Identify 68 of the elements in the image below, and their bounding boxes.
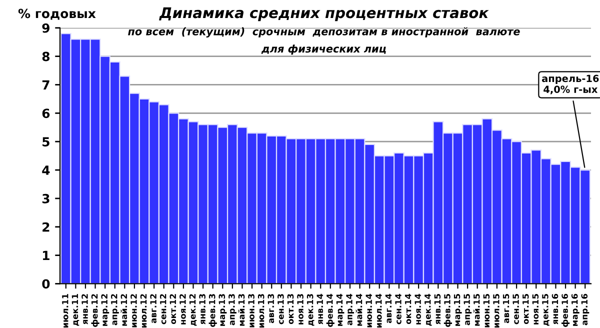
y-tick-label: 4 [42, 166, 50, 175]
x-tick-label: мар.12 [101, 294, 110, 326]
x-tick-label: май.13 [238, 294, 245, 326]
x-tick-label: фев.12 [91, 294, 100, 327]
text: по всем (текущим) срочным депозитам в иностранной валюте для физических лиц [128, 27, 520, 55]
y-tick-label: 5 [42, 137, 50, 147]
x-tick-label: май.12 [120, 294, 128, 326]
x-tick-label: фев.16 [561, 294, 570, 327]
x-tick-label: июл.11 [62, 294, 68, 328]
y-tick-label: 6 [42, 108, 50, 118]
x-tick-label: мар.14 [336, 294, 344, 326]
x-tick-label: фев.15 [444, 294, 452, 327]
x-tick-label: июн.12 [130, 294, 137, 328]
x-tick-label: ноя.13 [297, 294, 304, 324]
x-tick-label: апр.15 [464, 294, 472, 326]
x-tick-label: сен.12 [160, 294, 166, 324]
x-tick-label: апр.14 [346, 294, 354, 326]
chart-title: Динамика средних процентных ставок [159, 7, 489, 22]
y-tick-label: 0 [42, 279, 50, 289]
x-tick-label: апр.12 [110, 294, 119, 326]
x-tick-label: янв.15 [434, 294, 441, 324]
x-tick-label: дек.12 [189, 294, 197, 326]
x-tick-label: июл.12 [140, 294, 147, 328]
x-tick-label: сен.14 [395, 294, 402, 324]
x-tick-label: фев.14 [326, 294, 334, 327]
x-tick-label: июн.14 [366, 294, 372, 328]
x-tick-label: апр.16 [581, 294, 590, 326]
x-tick-label: ноя.12 [180, 294, 186, 324]
x-tick-label: авг.13 [268, 294, 274, 324]
x-tick-label: май.14 [356, 294, 362, 326]
x-tick-label: янв.14 [316, 294, 323, 324]
y-tick-label: 1 [42, 250, 50, 260]
x-tick-label: дек.13 [306, 294, 314, 326]
x-tick-label: янв.13 [199, 294, 206, 324]
y-tick-label: 7 [42, 80, 50, 90]
y-tick-label: 3 [42, 194, 50, 204]
x-tick-label: ноя.15 [532, 294, 539, 324]
x-tick-label: окт.14 [405, 294, 412, 324]
y-tick-label: 8 [42, 52, 50, 62]
x-tick-label: июл.14 [376, 294, 382, 328]
y-axis-title: % годовых [18, 8, 96, 20]
x-tick-label: июл.13 [258, 294, 264, 328]
x-tick-label: янв.16 [552, 294, 558, 324]
x-tick-label: ноя.14 [414, 294, 421, 324]
x-tick-label: июн.15 [483, 294, 490, 328]
y-tick-label: 2 [42, 222, 50, 232]
x-tick-label: авг.15 [502, 294, 510, 324]
x-tick-label: сен.15 [512, 294, 519, 324]
x-tick-label: окт.12 [170, 294, 176, 324]
x-tick-label: апр.13 [228, 294, 236, 326]
x-tick-label: окт.13 [287, 294, 294, 324]
x-tick-label: мар.16 [571, 294, 580, 326]
x-tick-label: дек.14 [424, 294, 432, 326]
x-tick-label: окт.15 [522, 294, 529, 324]
x-tick-label: июн.13 [248, 294, 254, 328]
x-tick-label: сен.13 [278, 294, 284, 324]
x-tick-label: мар.15 [454, 294, 462, 326]
annotation: апрель-16 4,0% г-ых [542, 74, 599, 94]
x-tick-label: май.15 [473, 294, 480, 326]
x-tick-label: дек.11 [72, 294, 80, 326]
x-tick-label: дек.15 [542, 294, 550, 326]
x-tick-label: фев.13 [208, 294, 217, 327]
x-tick-label: мар.13 [218, 294, 227, 326]
y-tick-label: 9 [42, 23, 50, 33]
x-tick-label: авг.14 [385, 294, 392, 324]
x-tick-label: авг.12 [150, 294, 156, 324]
x-tick-label: июл.15 [493, 294, 500, 328]
x-tick-label: янв.12 [82, 294, 88, 324]
